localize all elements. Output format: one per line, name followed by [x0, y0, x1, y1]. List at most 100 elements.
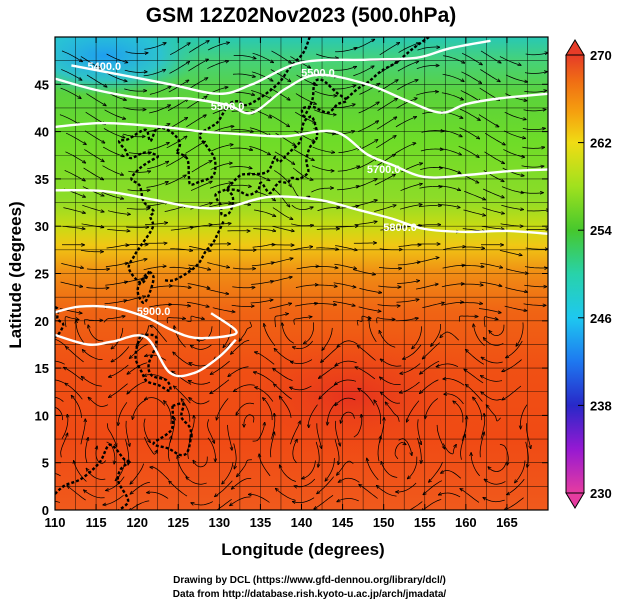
streamline-arrow — [232, 268, 256, 269]
streamline-arrow — [165, 175, 186, 186]
streamline-arrow — [314, 495, 334, 509]
streamline-arrow — [341, 411, 355, 423]
streamline-arrow — [523, 109, 547, 111]
streamline-arrow — [317, 476, 335, 494]
streamline-arrow — [181, 399, 191, 422]
streamline-arrow — [147, 143, 170, 151]
streamline-arrow — [274, 314, 289, 328]
streamline-arrow — [228, 366, 249, 377]
streamline-arrow — [380, 227, 402, 231]
streamline-arrow — [270, 69, 291, 82]
streamline-arrow — [505, 287, 527, 293]
streamline-arrow — [520, 192, 544, 193]
streamline-arrow — [252, 52, 274, 63]
coastline-korea — [175, 37, 311, 186]
streamline-arrow — [394, 143, 416, 154]
streamline-arrow — [66, 347, 84, 363]
streamline-arrow — [480, 413, 485, 439]
contour-line — [55, 188, 548, 235]
streamline-arrow — [149, 86, 171, 95]
streamline-arrow — [232, 73, 255, 77]
streamline-arrow — [444, 394, 464, 405]
streamline-arrow — [423, 480, 443, 495]
streamline-arrow — [506, 340, 523, 358]
streamline-arrow — [380, 359, 402, 367]
colorbar: 270 262 254 246 238 230 — [565, 39, 612, 509]
streamline-arrow — [211, 126, 234, 133]
streamline-arrow — [67, 486, 86, 501]
streamline-arrow — [397, 281, 419, 284]
streamline-arrow — [419, 379, 439, 394]
y-tick-label: 35 — [35, 172, 49, 187]
streamline-arrow — [338, 147, 361, 153]
streamline-arrow — [377, 436, 381, 462]
streamline-arrow — [499, 443, 508, 465]
streamline-arrow — [143, 266, 166, 271]
streamline-arrow — [96, 446, 107, 464]
streamline-arrow — [146, 182, 169, 188]
streamline-arrow — [64, 316, 79, 328]
y-tick-label: 5 — [42, 456, 49, 471]
streamline-arrow — [502, 385, 522, 400]
streamline-arrow — [233, 55, 256, 58]
streamline-arrow — [396, 482, 417, 492]
y-tick-label: 25 — [35, 267, 49, 282]
streamline-arrow — [334, 379, 357, 385]
streamline-arrow — [355, 367, 376, 380]
streamline-arrow — [376, 136, 396, 149]
streamline-arrow — [417, 47, 440, 51]
streamline-arrow — [325, 458, 335, 481]
streamline-arrow — [123, 296, 146, 302]
colorbar-scale — [565, 54, 585, 494]
colorbar-tick-label: 270 — [590, 48, 612, 63]
streamline-arrow — [358, 388, 375, 406]
streamline-arrow — [103, 128, 125, 137]
streamline-arrow — [108, 383, 128, 398]
streamline-arrow — [501, 186, 524, 193]
streamline-arrow — [436, 363, 459, 367]
coastline-ryukyu — [163, 221, 225, 283]
contour-line — [55, 121, 548, 179]
streamline-arrow — [304, 322, 314, 343]
streamline-arrow — [167, 99, 188, 111]
streamline-arrow — [337, 460, 354, 475]
streamline-arrow — [272, 225, 294, 231]
streamline-arrow — [526, 423, 530, 448]
streamline-arrow — [505, 74, 528, 82]
streamline-arrow — [274, 348, 294, 363]
streamline-arrow — [399, 381, 420, 393]
streamline-arrow — [149, 304, 172, 308]
streamline-arrow — [335, 226, 359, 227]
credit-data: Data from http://database.rish.kyoto-u.a… — [172, 589, 447, 600]
streamline-arrow — [132, 399, 147, 420]
streamline-arrow — [412, 326, 422, 349]
streamline-arrow — [499, 249, 522, 255]
streamline-arrow — [525, 53, 548, 56]
streamline-arrow — [144, 437, 157, 455]
streamline-arrow — [480, 263, 502, 267]
colorbar-ticks: 270 262 254 246 238 230 — [578, 48, 612, 501]
streamline-arrow — [443, 55, 465, 64]
streamline-arrow — [233, 443, 237, 469]
streamline-arrow — [239, 321, 252, 342]
streamline-arrow — [273, 368, 293, 381]
coastline-mindanao — [152, 402, 193, 457]
streamline-arrow — [463, 209, 486, 216]
streamline-arrow — [188, 264, 210, 270]
streamline-arrow — [231, 339, 250, 354]
streamline-arrow — [429, 461, 443, 482]
streamline-arrow — [483, 316, 498, 328]
streamline-arrow — [337, 498, 359, 501]
streamline-arrow — [479, 281, 502, 286]
coastline-kyushu — [214, 188, 235, 217]
streamline-arrow — [61, 50, 83, 62]
streamline-arrow — [60, 281, 83, 287]
streamline-arrow — [244, 414, 255, 428]
streamline-arrow — [441, 92, 464, 100]
streamline-arrow — [465, 349, 484, 365]
streamline-arrow — [144, 43, 166, 50]
streamline-arrow — [274, 170, 291, 187]
streamline-arrow — [395, 318, 418, 322]
streamline-arrow — [460, 489, 480, 503]
